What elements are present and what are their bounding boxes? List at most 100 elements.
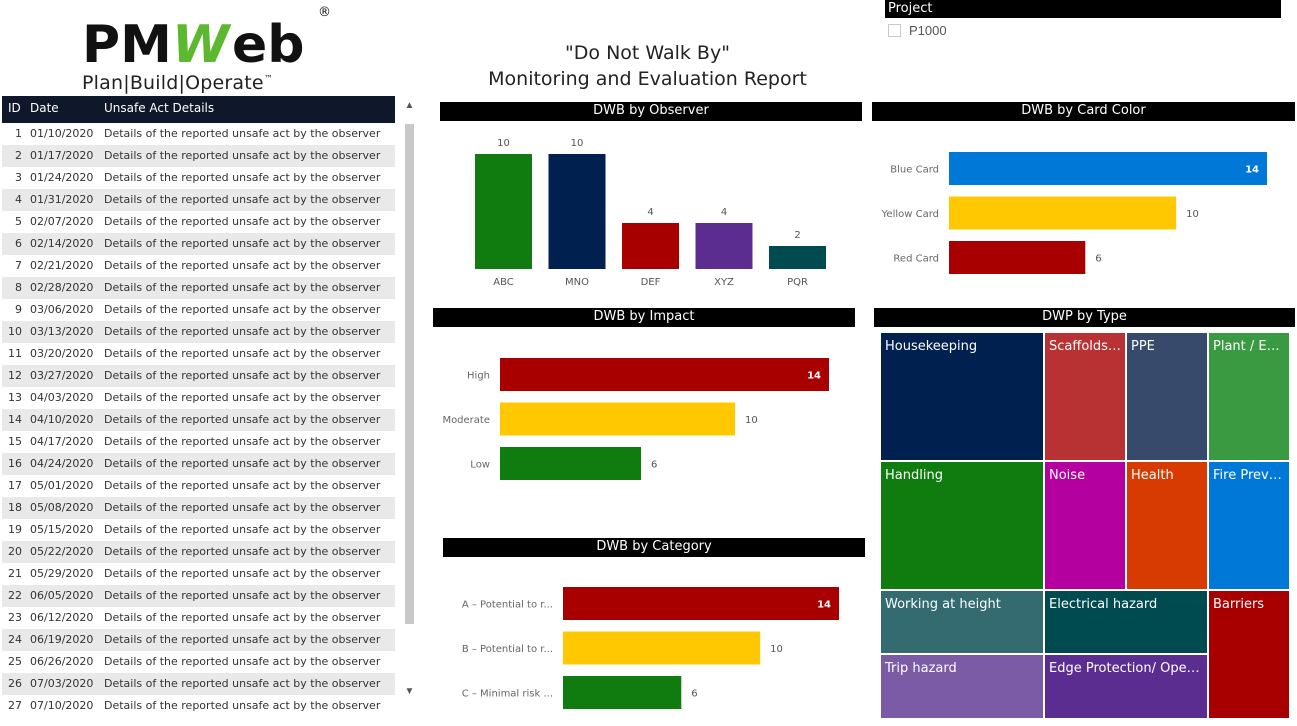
cell-details: Details of the reported unsafe act by th… xyxy=(104,369,381,382)
cell-date: 06/26/2020 xyxy=(30,655,94,668)
observer-category-label: MNO xyxy=(565,277,589,288)
cell-details: Details of the reported unsafe act by th… xyxy=(104,215,381,228)
observer-bar-mno[interactable] xyxy=(548,154,606,269)
treemap-tile-health[interactable]: Health xyxy=(1126,461,1208,590)
cell-date: 03/06/2020 xyxy=(30,303,94,316)
cell-details: Details of the reported unsafe act by th… xyxy=(104,347,381,360)
column-details[interactable]: Unsafe Act Details xyxy=(104,101,215,115)
table-scrollbar[interactable]: ▲ ▼ xyxy=(403,96,416,718)
project-option-p1000[interactable]: P1000 xyxy=(885,23,1281,38)
column-id[interactable]: ID xyxy=(8,101,21,115)
impact-value-label: 10 xyxy=(745,415,758,426)
category-category-label: B – Potential to r... xyxy=(462,644,553,655)
project-filter: Project P1000 xyxy=(885,0,1281,38)
scroll-thumb[interactable] xyxy=(405,124,414,624)
observer-chart: 10 ABC 10 MNO 4 DEF 4 XYZ 2 PQR xyxy=(475,138,826,288)
cell-date: 01/31/2020 xyxy=(30,193,94,206)
treemap-tile-edge-protection-openings[interactable]: Edge Protection/ Openings xyxy=(1044,654,1208,719)
observer-category-label: XYZ xyxy=(714,277,734,288)
impact-bar[interactable] xyxy=(500,402,735,436)
table-row[interactable]: 16 04/24/2020 Details of the reported unsa… xyxy=(2,453,395,475)
card-color-bar[interactable] xyxy=(949,196,1177,230)
table-row[interactable]: 5 02/07/2020 Details of the reported unsaf… xyxy=(2,211,395,233)
table-row[interactable]: 4 01/31/2020 Details of the reported unsaf… xyxy=(2,189,395,211)
treemap-tile-trip-hazard[interactable]: Trip hazard xyxy=(880,654,1044,719)
scroll-up-icon[interactable]: ▲ xyxy=(404,100,415,111)
category-bar[interactable] xyxy=(563,631,761,665)
cell-id: 15 xyxy=(8,435,22,448)
project-option-label: P1000 xyxy=(909,23,947,38)
table-row[interactable]: 12 03/27/2020 Details of the reported unsa… xyxy=(2,365,395,387)
cell-details: Details of the reported unsafe act by th… xyxy=(104,677,381,690)
category-bar[interactable] xyxy=(563,587,839,620)
table-row[interactable]: 26 07/03/2020 Details of the reported unsa… xyxy=(2,673,395,695)
table-row[interactable]: 24 06/19/2020 Details of the reported unsa… xyxy=(2,629,395,651)
table-row[interactable]: 18 05/08/2020 Details of the reported unsa… xyxy=(2,497,395,519)
observer-bar-def[interactable] xyxy=(622,223,679,269)
table-row[interactable]: 6 02/14/2020 Details of the reported unsaf… xyxy=(2,233,395,255)
cell-id: 24 xyxy=(8,633,22,646)
impact-bar[interactable] xyxy=(500,447,641,480)
table-row[interactable]: 15 04/17/2020 Details of the reported unsa… xyxy=(2,431,395,453)
observer-bar-pqr[interactable] xyxy=(769,246,826,269)
cell-details: Details of the reported unsafe act by th… xyxy=(104,501,381,514)
observer-bar-abc[interactable] xyxy=(475,154,532,269)
table-row[interactable]: 22 06/05/2020 Details of the reported unsa… xyxy=(2,585,395,607)
table-row[interactable]: 1 01/10/2020 Details of the reported unsaf… xyxy=(2,123,395,145)
treemap-tile-electrical-hazard[interactable]: Electrical hazard xyxy=(1044,590,1208,654)
cell-date: 02/14/2020 xyxy=(30,237,94,250)
cell-id: 20 xyxy=(8,545,22,558)
table-row[interactable]: 10 03/13/2020 Details of the reported unsa… xyxy=(2,321,395,343)
table-row[interactable]: 19 05/15/2020 Details of the reported unsa… xyxy=(2,519,395,541)
table-row[interactable]: 13 04/03/2020 Details of the reported unsa… xyxy=(2,387,395,409)
cell-id: 9 xyxy=(15,303,22,316)
card-color-value-label: 10 xyxy=(1186,209,1199,220)
treemap-tile-noise[interactable]: Noise xyxy=(1044,461,1126,590)
table-row[interactable]: 14 04/10/2020 Details of the reported unsa… xyxy=(2,409,395,431)
treemap-tile-ppe[interactable]: PPE xyxy=(1126,332,1208,461)
card-color-bar[interactable] xyxy=(949,241,1086,274)
treemap-tile-housekeeping[interactable]: Housekeeping xyxy=(880,332,1044,461)
cell-date: 01/24/2020 xyxy=(30,171,94,184)
card-color-bar[interactable] xyxy=(949,152,1267,185)
cell-details: Details of the reported unsafe act by th… xyxy=(104,699,381,712)
column-date[interactable]: Date xyxy=(30,101,59,115)
category-chart: A – Potential to r... 14 B – Potential to … xyxy=(462,587,839,709)
card-color-chart: Blue Card 14 Yellow Card 10 Red Card 6 xyxy=(881,152,1267,274)
table-row[interactable]: 25 06/26/2020 Details of the reported unsa… xyxy=(2,651,395,673)
impact-chart-title: DWB by Impact xyxy=(433,308,855,327)
cell-date: 02/07/2020 xyxy=(30,215,94,228)
treemap-tile-scaffolds-a[interactable]: Scaffolds a... xyxy=(1044,332,1126,461)
observer-bar-xyz[interactable] xyxy=(695,223,753,269)
table-row[interactable]: 3 01/24/2020 Details of the reported unsaf… xyxy=(2,167,395,189)
table-row[interactable]: 23 06/12/2020 Details of the reported unsa… xyxy=(2,607,395,629)
impact-category-label: Moderate xyxy=(442,415,490,426)
treemap-tile-fire-preven[interactable]: Fire Preven... xyxy=(1208,461,1290,590)
category-bar[interactable] xyxy=(563,676,682,709)
table-row[interactable]: 8 02/28/2020 Details of the reported unsaf… xyxy=(2,277,395,299)
cell-details: Details of the reported unsafe act by th… xyxy=(104,171,381,184)
project-checkbox[interactable] xyxy=(888,24,901,37)
treemap-tile-working-at-height[interactable]: Working at height xyxy=(880,590,1044,654)
table-row[interactable]: 20 05/22/2020 Details of the reported unsa… xyxy=(2,541,395,563)
cell-id: 7 xyxy=(15,259,22,272)
scroll-down-icon[interactable]: ▼ xyxy=(404,686,415,697)
cell-date: 01/10/2020 xyxy=(30,127,94,140)
table-row[interactable]: 27 07/10/2020 Details of the reported unsa… xyxy=(2,695,395,717)
table-row[interactable]: 11 03/20/2020 Details of the reported unsa… xyxy=(2,343,395,365)
cell-date: 05/08/2020 xyxy=(30,501,94,514)
cell-details: Details of the reported unsafe act by th… xyxy=(104,633,381,646)
treemap-tile-barriers[interactable]: Barriers xyxy=(1208,590,1290,719)
table-row[interactable]: 2 01/17/2020 Details of the reported unsaf… xyxy=(2,145,395,167)
table-row[interactable]: 7 02/21/2020 Details of the reported unsaf… xyxy=(2,255,395,277)
table-row[interactable]: 9 03/06/2020 Details of the reported unsaf… xyxy=(2,299,395,321)
table-row[interactable]: 17 05/01/2020 Details of the reported unsa… xyxy=(2,475,395,497)
impact-bar[interactable] xyxy=(500,358,829,391)
treemap-tile-plant-equ[interactable]: Plant / Equ... xyxy=(1208,332,1290,461)
cell-date: 04/24/2020 xyxy=(30,457,94,470)
cell-details: Details of the reported unsafe act by th… xyxy=(104,611,381,624)
table-row[interactable]: 21 05/29/2020 Details of the reported unsa… xyxy=(2,563,395,585)
cell-details: Details of the reported unsafe act by th… xyxy=(104,479,381,492)
treemap-tile-handling[interactable]: Handling xyxy=(880,461,1044,590)
cell-date: 06/12/2020 xyxy=(30,611,94,624)
